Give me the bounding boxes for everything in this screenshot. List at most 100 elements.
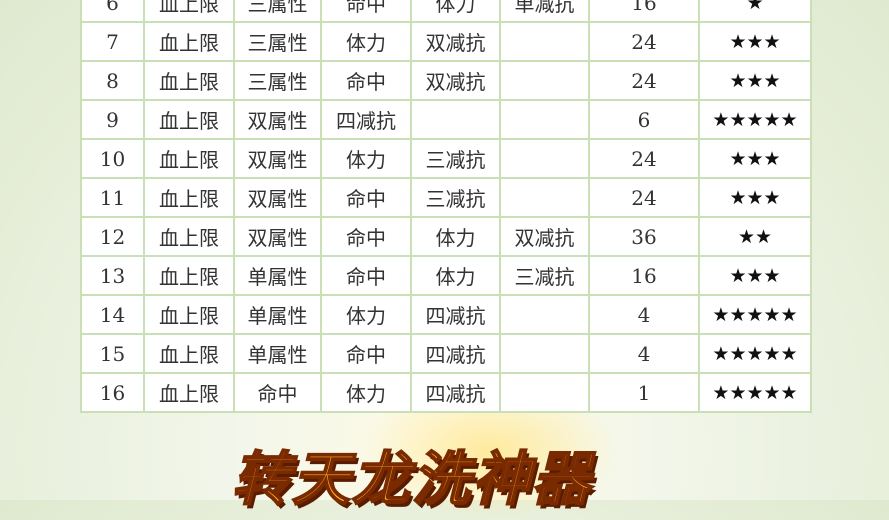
- table-cell: 血上限: [143, 138, 235, 179]
- table-cell: 体力: [320, 294, 412, 335]
- table-row: 9 血上限 双属性 四减抗 6 ★★★★★: [80, 99, 812, 140]
- table-cell: 三属性: [233, 21, 322, 62]
- table-cell: [499, 138, 590, 179]
- rating-stars: ★★★: [698, 255, 812, 296]
- table-cell: 血上限: [143, 216, 235, 257]
- table-cell: 体力: [320, 372, 412, 413]
- table-row: 13 血上限 单属性 命中 体力 三减抗 16 ★★★: [80, 255, 812, 296]
- table-cell: [499, 99, 590, 140]
- table-cell: 1: [588, 372, 700, 413]
- table-cell: 血上限: [143, 372, 235, 413]
- rating-stars: ★★★★★: [698, 99, 812, 140]
- table-cell: 4: [588, 294, 700, 335]
- table-row: 14 血上限 单属性 体力 四减抗 4 ★★★★★: [80, 294, 812, 335]
- table-cell: 24: [588, 60, 700, 101]
- table-cell: 命中: [320, 60, 412, 101]
- table-cell: 血上限: [143, 255, 235, 296]
- table-cell: 四减抗: [410, 333, 501, 374]
- table-cell: 三减抗: [499, 255, 590, 296]
- data-table: 6 血上限 三属性 命中 体力 单减抗 16 ★ 7 血上限 三属性 体力 双减抗 24 ★★★ 8 血上限 三属…: [80, 0, 812, 413]
- table-cell: 双减抗: [499, 216, 590, 257]
- table-cell: 9: [80, 99, 145, 140]
- rating-stars: ★: [698, 0, 812, 23]
- table-cell: 11: [80, 177, 145, 218]
- table-cell: 13: [80, 255, 145, 296]
- table-cell: 体力: [410, 0, 501, 23]
- table-row: 6 血上限 三属性 命中 体力 单减抗 16 ★: [80, 0, 812, 23]
- table-cell: 双属性: [233, 99, 322, 140]
- rating-stars: ★★: [698, 216, 812, 257]
- table-cell: 命中: [320, 0, 412, 23]
- table-row: 7 血上限 三属性 体力 双减抗 24 ★★★: [80, 21, 812, 62]
- table-cell: 体力: [320, 138, 412, 179]
- table-row: 11 血上限 双属性 命中 三减抗 24 ★★★: [80, 177, 812, 218]
- table-cell: [499, 333, 590, 374]
- table-cell: [499, 60, 590, 101]
- table-cell: 24: [588, 177, 700, 218]
- table-cell: 命中: [320, 216, 412, 257]
- table-cell: 双属性: [233, 177, 322, 218]
- table-cell: 三减抗: [410, 138, 501, 179]
- table-cell: 16: [588, 255, 700, 296]
- table-cell: 血上限: [143, 177, 235, 218]
- table-cell: 7: [80, 21, 145, 62]
- rating-stars: ★★★: [698, 177, 812, 218]
- table-cell: 体力: [410, 216, 501, 257]
- table-cell: [499, 372, 590, 413]
- table-cell: 三属性: [233, 0, 322, 23]
- table-cell: 血上限: [143, 0, 235, 23]
- table-cell: 8: [80, 60, 145, 101]
- table-row: 16 血上限 命中 体力 四减抗 1 ★★★★★: [80, 372, 812, 413]
- rating-stars: ★★★: [698, 138, 812, 179]
- table-cell: 四减抗: [320, 99, 412, 140]
- table-cell: 四减抗: [410, 294, 501, 335]
- table-cell: 24: [588, 21, 700, 62]
- table-cell: 四减抗: [410, 372, 501, 413]
- table-cell: 三减抗: [410, 177, 501, 218]
- table-row: 12 血上限 双属性 命中 体力 双减抗 36 ★★: [80, 216, 812, 257]
- table-cell: 14: [80, 294, 145, 335]
- table-cell: [410, 99, 501, 140]
- table-cell: 命中: [233, 372, 322, 413]
- table-cell: 命中: [320, 255, 412, 296]
- table-cell: [499, 21, 590, 62]
- table-cell: 单属性: [233, 333, 322, 374]
- table-cell: [499, 294, 590, 335]
- table-cell: 血上限: [143, 99, 235, 140]
- table-cell: 16: [80, 372, 145, 413]
- rating-stars: ★★★: [698, 60, 812, 101]
- table-cell: 血上限: [143, 294, 235, 335]
- table-cell: 6: [588, 99, 700, 140]
- table-cell: 4: [588, 333, 700, 374]
- table-cell: 36: [588, 216, 700, 257]
- table-cell: 血上限: [143, 333, 235, 374]
- table-cell: 双减抗: [410, 21, 501, 62]
- table-cell: 体力: [410, 255, 501, 296]
- rating-stars: ★★★: [698, 21, 812, 62]
- table-cell: 15: [80, 333, 145, 374]
- table-cell: 体力: [320, 21, 412, 62]
- table-row: 10 血上限 双属性 体力 三减抗 24 ★★★: [80, 138, 812, 179]
- table-cell: 24: [588, 138, 700, 179]
- table-cell: 血上限: [143, 60, 235, 101]
- table-cell: 双属性: [233, 138, 322, 179]
- table-cell: 10: [80, 138, 145, 179]
- table-cell: 三属性: [233, 60, 322, 101]
- rating-stars: ★★★★★: [698, 294, 812, 335]
- table-cell: 命中: [320, 333, 412, 374]
- table-cell: 单减抗: [499, 0, 590, 23]
- table-cell: 双属性: [233, 216, 322, 257]
- table-cell: 血上限: [143, 21, 235, 62]
- rating-stars: ★★★★★: [698, 333, 812, 374]
- table-cell: 12: [80, 216, 145, 257]
- rating-stars: ★★★★★: [698, 372, 812, 413]
- table-cell: [499, 177, 590, 218]
- table-cell: 双减抗: [410, 60, 501, 101]
- table-row: 15 血上限 单属性 命中 四减抗 4 ★★★★★: [80, 333, 812, 374]
- overlay-title: 转天龙洗神器: [231, 444, 593, 514]
- table-row: 8 血上限 三属性 命中 双减抗 24 ★★★: [80, 60, 812, 101]
- table-cell: 命中: [320, 177, 412, 218]
- table-cell: 6: [80, 0, 145, 23]
- table-cell: 16: [588, 0, 700, 23]
- table-cell: 单属性: [233, 294, 322, 335]
